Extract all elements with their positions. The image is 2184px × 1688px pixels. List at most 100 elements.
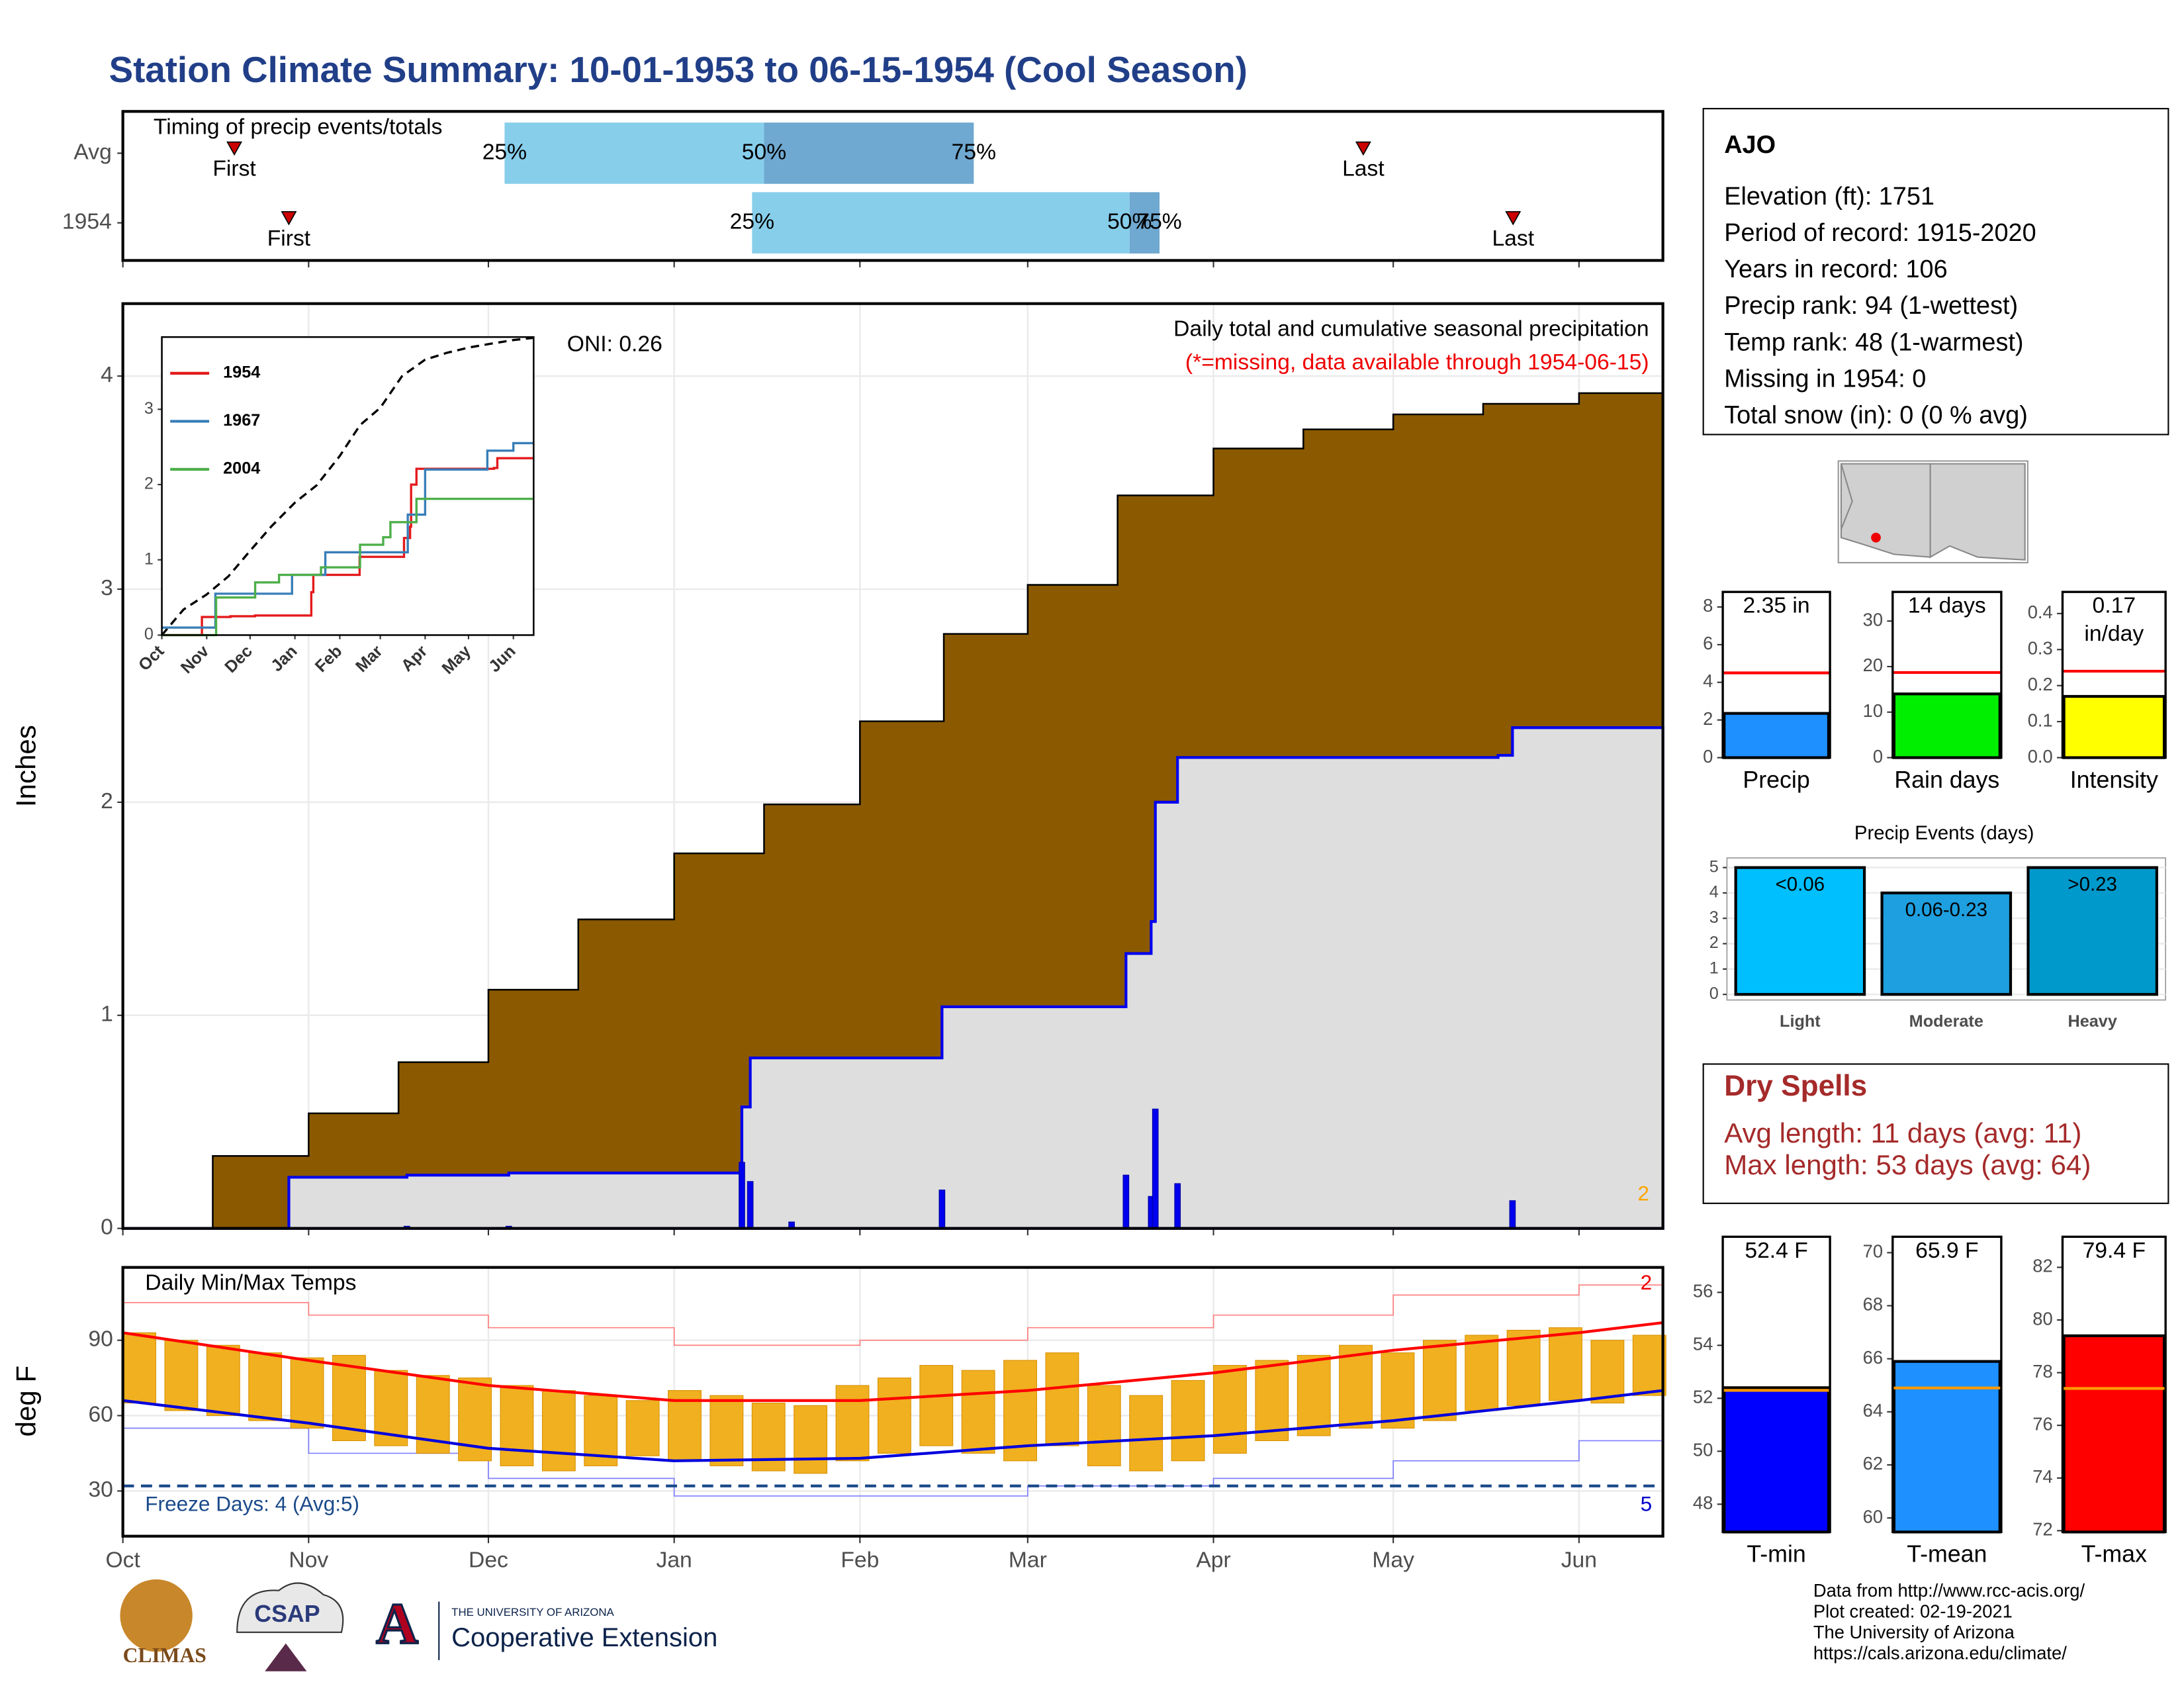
cumulative-area <box>122 726 1664 1230</box>
y-tick-label: 3 <box>144 399 154 418</box>
event-marker <box>226 141 243 156</box>
value-label-box: 79.4 F <box>2082 1239 2146 1264</box>
value-label: 0.17 in/day <box>2084 594 2144 647</box>
y-tick-label: 1 <box>1709 959 1719 978</box>
dry-spells-title: Dry Spells <box>1724 1070 1867 1102</box>
gauge-bar <box>1892 692 2001 759</box>
dry-spell-line: Avg length: 11 days (avg: 11) <box>1724 1117 2081 1149</box>
plot-frame <box>161 336 535 636</box>
border <box>1840 463 1853 530</box>
value-label-box: 14 days <box>1907 594 1986 619</box>
y-tick-label: 2 <box>144 475 154 493</box>
y-tick-label: 5 <box>1709 857 1719 876</box>
y-tick-label: 0 <box>144 625 154 643</box>
average-line <box>122 1389 1663 1462</box>
plot-frame <box>2061 590 2167 759</box>
series-line <box>161 336 534 636</box>
new-mexico <box>1929 463 2026 561</box>
missing-count: 2 <box>1637 1182 1649 1205</box>
x-tick-label: Dec <box>469 1548 508 1572</box>
dry-spell-line: Max length: 53 days (avg: 64) <box>1724 1149 2091 1180</box>
station-line: Temp rank: 48 (1-warmest) <box>1724 328 2023 356</box>
y-tick-label: 0 <box>101 1215 113 1240</box>
legend-label: 1954 <box>223 363 260 382</box>
y-tick-label: 6 <box>1703 633 1713 653</box>
y-tick-label: 2 <box>1703 708 1713 729</box>
plot-frame <box>121 110 1664 262</box>
plot-frame <box>1721 590 1831 759</box>
value-label-box: 65.9 F <box>1915 1239 1979 1264</box>
value-label-box: 0.17 in/day <box>2084 594 2144 647</box>
temp-range-bar <box>1506 1329 1541 1406</box>
chart-title: Daily total and cumulative seasonal prec… <box>1173 317 1649 342</box>
station-dot <box>1871 532 1881 543</box>
y-tick-label: 1 <box>101 1002 113 1027</box>
bar-label: >0.23 <box>2068 874 2117 896</box>
y-tick-label: 0 <box>1709 984 1719 1003</box>
value-label: 2.35 in <box>1743 594 1810 619</box>
csap-mountain <box>265 1643 307 1671</box>
bar-label: <0.06 <box>1776 874 1825 896</box>
logo-text: THE UNIVERSITY OF ARIZONA <box>451 1606 614 1618</box>
logo-text: A <box>376 1591 418 1656</box>
temp-range-bar <box>1339 1344 1373 1429</box>
quartile-label: 25% <box>482 140 527 164</box>
value-label: 79.4 F <box>2082 1239 2146 1264</box>
chart-subtitle: (*=missing, data available through 1954-… <box>1185 350 1649 375</box>
station-name: AJO <box>1724 131 1776 159</box>
gauge-bar <box>1892 1360 2001 1534</box>
record-line <box>122 1277 1664 1346</box>
daily-bar <box>1122 1174 1130 1229</box>
missing-max: 2 <box>1641 1270 1653 1294</box>
legend-label: 2004 <box>223 459 260 478</box>
y-tick-label: 8 <box>1703 595 1713 616</box>
x-tick-label: May <box>1372 1548 1414 1572</box>
temp-range-bar <box>1003 1360 1037 1462</box>
event-bar <box>1734 866 1866 996</box>
event-marker <box>281 211 297 226</box>
y-tick-label: 52 <box>1693 1387 1713 1407</box>
temp-range-bar <box>541 1390 576 1472</box>
value-label: 14 days <box>1907 594 1986 619</box>
plot-frame <box>1891 1235 2003 1534</box>
gauge-label: Intensity <box>2070 767 2158 793</box>
y-tick-label: 56 <box>1693 1281 1713 1301</box>
gauge-label: T-max <box>2081 1541 2147 1568</box>
temp-range-bar <box>709 1395 744 1466</box>
temp-range-bar <box>1381 1352 1415 1429</box>
quartile-box <box>764 122 974 184</box>
credit-line: https://cals.arizona.edu/climate/ <box>1813 1643 2067 1664</box>
row-label: Avg <box>73 140 111 164</box>
temp-range-bar <box>1255 1360 1289 1441</box>
y-tick-label: 76 <box>2032 1413 2052 1434</box>
credit-line: The University of Arizona <box>1813 1622 2015 1642</box>
temp-range-bar <box>1213 1365 1247 1454</box>
plot-frame <box>121 1266 1664 1538</box>
y-tick-label: 2 <box>1709 933 1719 952</box>
y-tick-label: 0 <box>1703 746 1713 767</box>
y-tick-label: 4 <box>1703 671 1713 691</box>
csap-cloud <box>236 1582 344 1633</box>
x-tick-label: Moderate <box>1909 1012 1983 1031</box>
series-line <box>161 497 534 637</box>
y-tick-label: 30 <box>88 1477 113 1502</box>
x-tick-label: Oct <box>105 1548 140 1572</box>
temp-range-bar <box>1590 1340 1625 1404</box>
y-tick-label: 30 <box>1863 609 1883 630</box>
temp-range-bar <box>1297 1354 1331 1436</box>
y-tick-label: 78 <box>2032 1361 2052 1382</box>
temp-range-bar <box>877 1378 911 1454</box>
map <box>1837 460 2028 564</box>
oni-label: ONI: 0.26 <box>567 332 662 357</box>
temp-range-bar <box>1129 1395 1163 1472</box>
y-tick-label: 2 <box>101 789 113 814</box>
temp-range-bar <box>206 1344 240 1417</box>
value-label: 65.9 F <box>1915 1239 1979 1264</box>
y-tick-label: 64 <box>1863 1400 1883 1421</box>
temp-range-bar <box>290 1357 324 1429</box>
y-tick-label: 82 <box>2032 1256 2052 1276</box>
event-label: First <box>267 226 311 251</box>
temp-range-bar <box>919 1365 954 1446</box>
y-tick-label: 4 <box>101 363 113 387</box>
